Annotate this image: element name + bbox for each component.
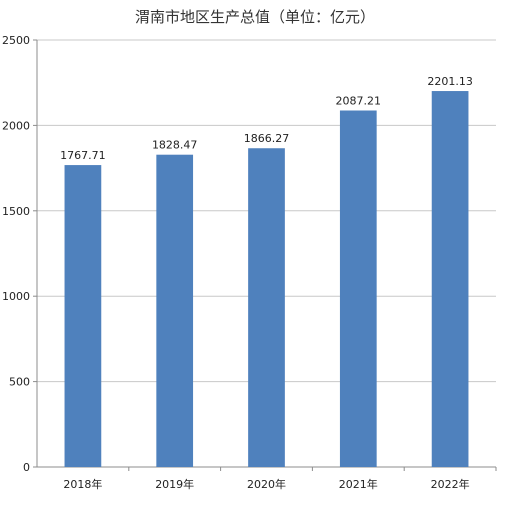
x-tick-label: 2019年 — [155, 477, 194, 491]
data-label: 1828.47 — [152, 139, 198, 152]
x-tick-label: 2022年 — [431, 477, 470, 491]
y-tick-label: 2500 — [2, 34, 30, 47]
data-label: 1866.27 — [244, 132, 290, 145]
bar-1 — [64, 165, 102, 467]
y-tick-label: 1000 — [2, 290, 30, 303]
bars — [64, 91, 469, 468]
bar-2 — [156, 154, 194, 467]
y-tick-label: 0 — [23, 461, 30, 474]
x-tick-label: 2020年 — [247, 477, 286, 491]
bar-4 — [339, 110, 377, 468]
y-tick-label: 1500 — [2, 205, 30, 218]
bar-5 — [431, 91, 469, 467]
x-tick-label: 2018年 — [63, 477, 102, 491]
chart-title: 渭南市地区生产总值（单位：亿元） — [135, 8, 375, 26]
y-tick-label: 500 — [9, 376, 30, 389]
data-label: 2087.21 — [336, 95, 382, 108]
x-tick-label: 2021年 — [339, 477, 378, 491]
data-label: 1767.71 — [60, 149, 106, 162]
y-tick-label: 2000 — [2, 119, 30, 132]
labels: 0 500 1000 1500 2000 2500 2018年 1767.71 2019年 182… — [2, 34, 473, 491]
data-label: 2201.13 — [427, 75, 473, 88]
bar-3 — [248, 148, 285, 467]
